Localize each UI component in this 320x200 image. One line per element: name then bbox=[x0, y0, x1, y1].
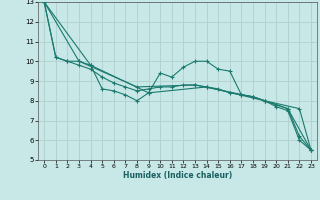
X-axis label: Humidex (Indice chaleur): Humidex (Indice chaleur) bbox=[123, 171, 232, 180]
